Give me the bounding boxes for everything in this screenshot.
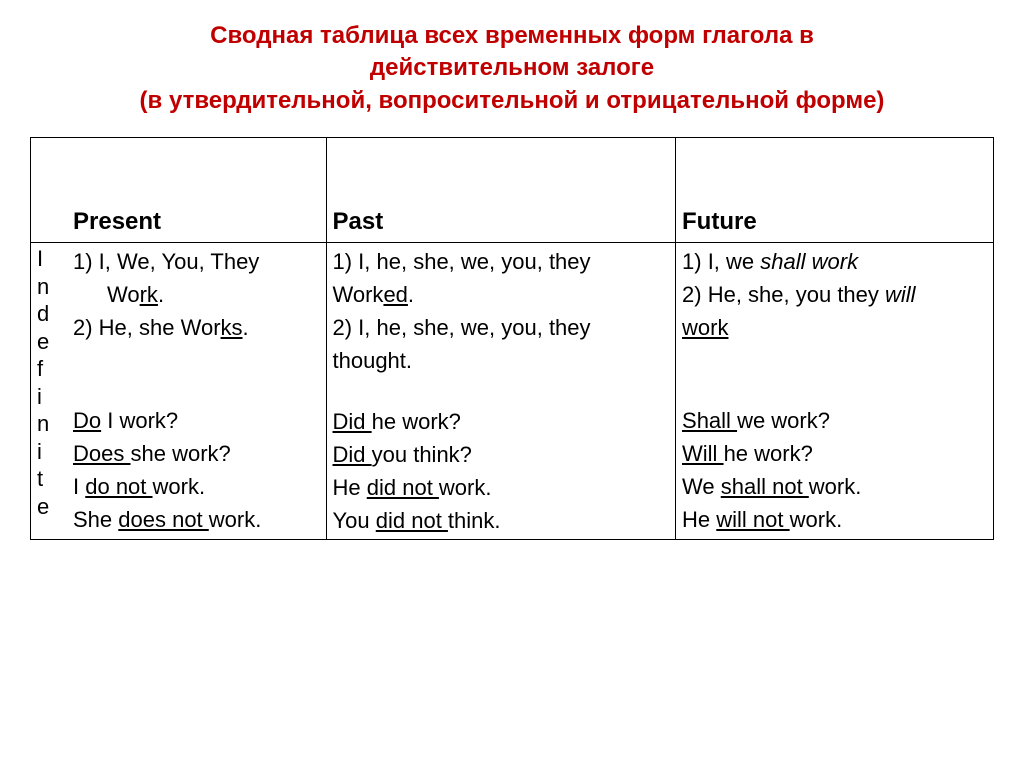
present-line1: 1) I, We, You, They [73,249,259,274]
present-n1-pre: I [73,474,85,499]
col-header-past: Past [326,138,676,243]
past-q1-u: Did [333,409,372,434]
future-n1-post: work. [809,474,862,499]
past-line1: 1) I, he, she, we, you, they [333,249,591,274]
past-n1-pre: He [333,475,367,500]
present-line2-post: . [243,315,249,340]
present-q2-post: she work? [130,441,230,466]
future-n2-pre: He [682,507,716,532]
present-n2-u: does not [118,507,209,532]
row-label-text: Indefinite [37,246,49,519]
past-thought: thought. [333,348,413,373]
present-q1-post: I work? [101,408,178,433]
past-cell: 1) I, he, she, we, you, they Worked. 2) … [326,243,676,540]
title-line-1: Сводная таблица всех временных форм глаг… [210,22,814,49]
past-worked-pre: Work [333,282,384,307]
corner-cell [31,138,68,243]
col-header-present: Present [67,138,326,243]
title-line-3: (в утвердительной, вопросительной и отри… [140,87,885,114]
row-label-indefinite: Indefinite [31,243,68,540]
past-q2-post: you think? [372,442,472,467]
future-cell: 1) I, we shall work 2) He, she, you they… [676,243,994,540]
future-n2-u: will not [716,507,789,532]
past-worked-u: ed [383,282,407,307]
future-n2-post: work. [790,507,843,532]
present-line2-pre: 2) He, she Wor [73,315,221,340]
future-n1-u: shall not [721,474,809,499]
present-work-u: rk [140,282,158,307]
future-q2-post: he work? [724,441,813,466]
future-q2-u: Will [682,441,724,466]
past-n1-u: did not [367,475,439,500]
past-line2: 2) I, he, she, we, you, they [333,315,591,340]
future-q1-u: Shall [682,408,737,433]
future-l2-pre: 2) He, she, you they [682,282,885,307]
future-l1-pre: 1) I, we [682,249,760,274]
future-n1-pre: We [682,474,721,499]
future-l2-i: will [885,282,916,307]
present-n2-pre: She [73,507,118,532]
col-header-future: Future [676,138,994,243]
future-l1-i: shall work [760,249,858,274]
tense-table: Present Past Future Indefinite 1) I, We,… [30,137,994,540]
present-n1-u: do not [85,474,152,499]
present-work-post: . [158,282,164,307]
future-work-u: work [682,315,728,340]
past-n2-pre: You [333,508,376,533]
present-n2-post: work. [209,507,262,532]
past-q2-u: Did [333,442,372,467]
present-work-pre: Wo [107,282,140,307]
past-worked-post: . [408,282,414,307]
present-q1-u: Do [73,408,101,433]
present-cell: 1) I, We, You, They Work. 2) He, she Wor… [67,243,326,540]
present-line2-u: ks [221,315,243,340]
page-title: Сводная таблица всех временных форм глаг… [30,20,994,117]
past-n1-post: work. [439,475,492,500]
past-n2-post: think. [448,508,501,533]
past-n2-u: did not [376,508,448,533]
past-q1-post: he work? [372,409,461,434]
title-line-2: действительном залоге [370,54,654,81]
present-q2-u: Does [73,441,130,466]
future-q1-post: we work? [737,408,830,433]
present-n1-post: work. [153,474,206,499]
